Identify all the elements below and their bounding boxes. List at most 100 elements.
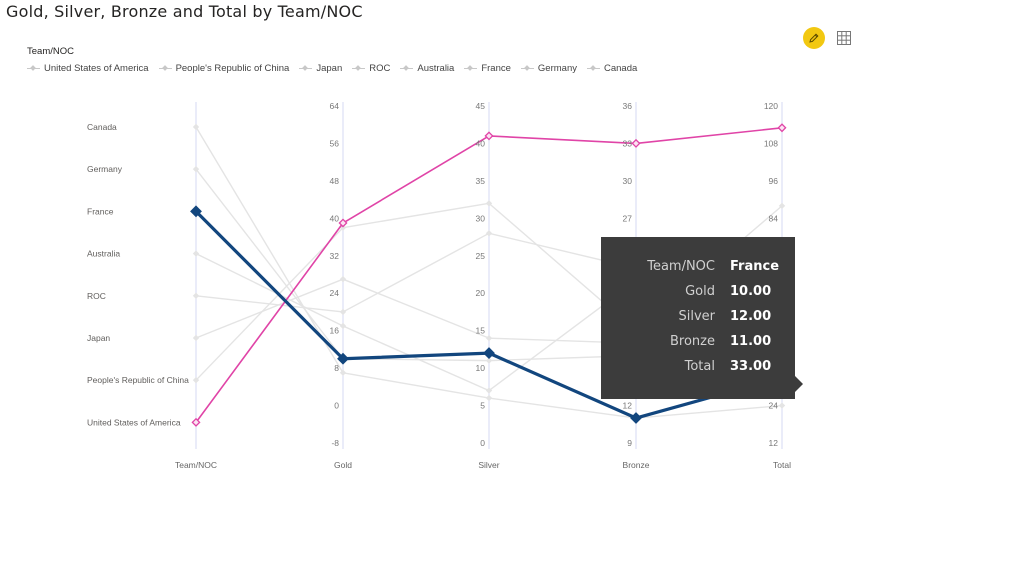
legend-label: People's Republic of China (175, 63, 290, 74)
data-point-marker[interactable] (192, 292, 200, 299)
legend-item-canada[interactable]: Canada (586, 63, 637, 74)
tick-label: 24 (330, 288, 340, 298)
edit-button[interactable] (803, 27, 825, 49)
category-label: People's Republic of China (87, 375, 189, 385)
data-point-marker[interactable] (485, 357, 493, 364)
data-point-marker[interactable] (483, 347, 495, 360)
axis-title: Bronze (623, 460, 650, 470)
data-point-marker[interactable] (485, 334, 493, 342)
tick-label: -8 (331, 438, 339, 448)
data-point-marker[interactable] (339, 224, 347, 231)
tick-label: 10 (476, 363, 486, 373)
legend-item-france[interactable]: France (464, 63, 511, 74)
legend-label: Japan (316, 63, 343, 74)
table-view-button[interactable] (836, 30, 852, 46)
category-label: United States of America (87, 417, 181, 427)
tooltip-row-total: Total 33.00 (601, 359, 795, 379)
data-point-marker[interactable] (192, 123, 200, 131)
axis-title: Silver (478, 460, 499, 470)
pencil-icon (809, 33, 819, 43)
tick-label: 45 (476, 101, 486, 111)
legend-item-roc[interactable]: ROC (352, 63, 390, 74)
tick-label: 30 (476, 213, 486, 223)
data-point-marker[interactable] (631, 138, 641, 148)
tick-label: 84 (769, 213, 779, 223)
data-point-marker[interactable] (485, 200, 493, 207)
legend-item-usa[interactable]: United States of America (27, 63, 149, 74)
legend-title: Team/NOC (27, 46, 74, 57)
data-point-marker[interactable] (485, 230, 493, 237)
legend-item-australia[interactable]: Australia (400, 63, 454, 74)
data-point-marker[interactable] (338, 218, 348, 228)
legend-label: Australia (417, 63, 455, 74)
data-point-marker[interactable] (777, 123, 787, 133)
tooltip-row-silver: Silver 12.00 (601, 309, 795, 329)
tick-label: 8 (334, 363, 339, 373)
tick-label: 30 (623, 176, 633, 186)
data-point-marker[interactable] (339, 275, 347, 283)
tick-label: 12 (769, 438, 779, 448)
tooltip: Team/NOC France Gold 10.00 Silver 12.00 Bro… (601, 237, 795, 399)
axis-title: Total (773, 460, 791, 470)
data-point-marker[interactable] (339, 308, 347, 316)
data-point-marker[interactable] (339, 322, 347, 330)
axis-title: Team/NOC (175, 460, 217, 470)
tick-label: 36 (623, 101, 633, 111)
tooltip-row-gold: Gold 10.00 (601, 284, 795, 304)
legend-marker-icon (586, 64, 600, 73)
tick-label: 5 (480, 401, 485, 411)
data-point-marker[interactable] (192, 250, 200, 257)
tick-label: 96 (769, 176, 779, 186)
data-point-marker[interactable] (337, 352, 349, 365)
tooltip-key: Gold (685, 284, 715, 299)
tick-label: 16 (330, 326, 340, 336)
tooltip-key: Total (684, 359, 715, 374)
category-label: ROC (87, 291, 106, 301)
tick-label: 64 (330, 101, 340, 111)
data-point-marker[interactable] (485, 394, 493, 402)
legend-label: Germany (537, 63, 577, 74)
legend-label: France (481, 63, 511, 74)
tooltip-key: Bronze (670, 334, 715, 349)
data-point-marker[interactable] (192, 166, 200, 173)
tooltip-key: Team/NOC (647, 259, 715, 274)
tick-label: 24 (769, 401, 779, 411)
tick-label: 20 (476, 288, 486, 298)
legend: United States of America People's Republ… (27, 63, 637, 74)
tooltip-key: Silver (678, 309, 715, 324)
data-point-marker[interactable] (485, 387, 493, 394)
data-point-marker[interactable] (778, 202, 786, 209)
tick-label: 120 (764, 101, 778, 111)
data-point-marker[interactable] (630, 412, 642, 424)
tooltip-row-team: Team/NOC France (601, 259, 795, 279)
tick-label: 32 (330, 251, 340, 261)
tick-label: 12 (623, 401, 633, 411)
category-label: Japan (87, 333, 110, 343)
data-point-marker[interactable] (190, 205, 202, 218)
data-point-marker[interactable] (484, 131, 494, 141)
legend-item-china[interactable]: People's Republic of China (158, 63, 290, 74)
axis-title: Gold (334, 460, 352, 470)
tooltip-value: 11.00 (730, 334, 772, 349)
data-point-marker[interactable] (778, 402, 786, 409)
table-grid-icon (837, 31, 851, 45)
legend-marker-icon (27, 64, 40, 73)
tick-label: 9 (627, 438, 632, 448)
legend-label: United States of America (44, 63, 149, 74)
data-point-marker[interactable] (192, 334, 200, 342)
tick-label: 40 (476, 138, 486, 148)
tick-label: 0 (480, 438, 485, 448)
data-point-marker[interactable] (339, 369, 347, 376)
tick-label: 0 (334, 401, 339, 411)
legend-item-japan[interactable]: Japan (299, 63, 342, 74)
chart-title: Gold, Silver, Bronze and Total by Team/N… (6, 2, 363, 21)
legend-marker-icon (400, 64, 414, 73)
category-label: France (87, 206, 114, 216)
tick-label: 27 (623, 213, 633, 223)
legend-marker-icon (299, 64, 313, 73)
tick-label: 48 (330, 176, 340, 186)
legend-item-germany[interactable]: Germany (520, 63, 577, 74)
data-point-marker[interactable] (191, 417, 201, 427)
data-point-marker[interactable] (192, 377, 200, 384)
